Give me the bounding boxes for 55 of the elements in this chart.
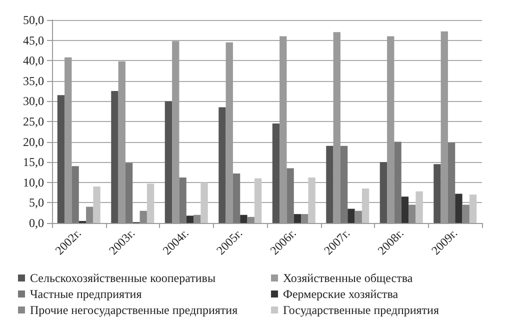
y-tick-label: 35,0 [23, 74, 44, 88]
bar [408, 204, 416, 223]
bar [401, 196, 409, 223]
bar [57, 95, 65, 223]
bar [348, 208, 355, 223]
y-tick-label: 15,0 [23, 155, 44, 170]
bar [448, 142, 456, 223]
y-tick-label: 0,0 [29, 216, 44, 230]
y-tick-label: 50,0 [23, 13, 44, 27]
bar [326, 146, 334, 223]
bar [186, 216, 194, 223]
y-tick-label: 5,0 [29, 196, 44, 210]
y-tick-label: 10,0 [23, 175, 44, 190]
bar [455, 194, 462, 223]
bar [125, 162, 133, 223]
legend-label: Сельскохозяйственные кооперативы [30, 271, 216, 285]
bar [354, 210, 362, 223]
bar [72, 166, 79, 223]
bar [93, 186, 100, 223]
y-tick-label: 40,0 [23, 54, 44, 68]
bar [340, 146, 348, 223]
bar [86, 206, 94, 223]
y-tick-label: 30,0 [23, 94, 44, 108]
bar [380, 162, 388, 223]
bar [416, 191, 423, 223]
bar [308, 178, 316, 223]
bar [301, 214, 308, 223]
bar [462, 204, 470, 223]
bar [146, 184, 154, 223]
y-tick-label: 25,0 [23, 114, 44, 128]
bar [240, 214, 248, 223]
bar [362, 188, 370, 223]
bar [394, 142, 402, 223]
bar [111, 91, 118, 223]
bar [272, 124, 280, 223]
bar [254, 178, 262, 223]
y-tick-label: 20,0 [23, 134, 44, 149]
legend-label: Частные предприятия [30, 287, 142, 301]
bar [286, 168, 294, 223]
bar [218, 107, 226, 223]
bar [179, 178, 186, 223]
bar [140, 210, 147, 223]
legend-label: Государственные предприятия [283, 303, 440, 317]
bar [294, 214, 302, 223]
bar [434, 164, 441, 223]
bar [164, 101, 172, 223]
bar [200, 182, 208, 223]
bar [232, 173, 240, 223]
legend-label: Хозяйственные общества [283, 271, 414, 285]
legend-label: Прочие негосударственные предприятия [30, 303, 238, 317]
bar [194, 214, 201, 223]
y-tick-label: 45,0 [23, 33, 44, 48]
legend-label: Фермерские хозяйства [283, 287, 399, 301]
bar [247, 216, 254, 223]
bar [469, 194, 477, 223]
